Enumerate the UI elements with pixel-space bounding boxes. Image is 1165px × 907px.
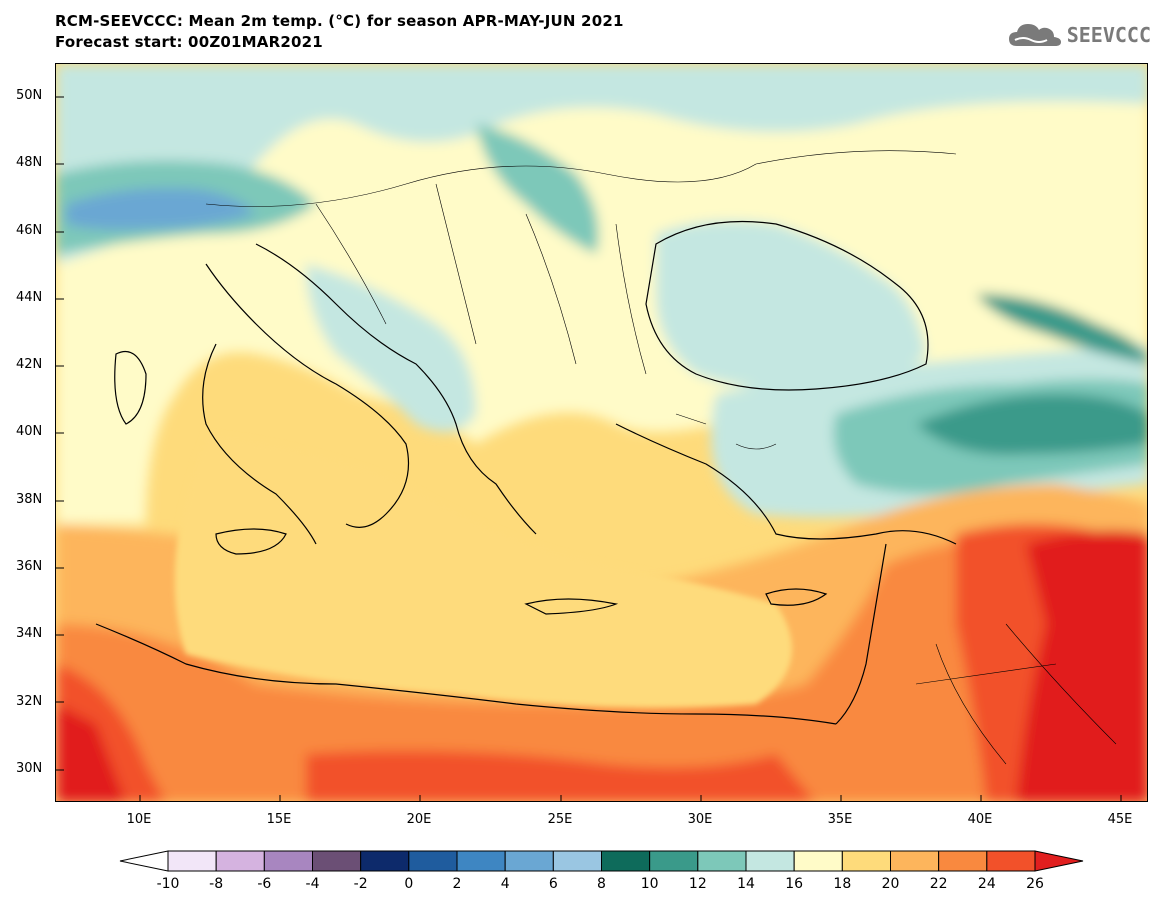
lon-label-20e: 20E [406, 812, 432, 827]
lon-label-30e: 30E [687, 812, 713, 827]
lat-label-30n: 30N [16, 761, 43, 776]
anatolia-deep-teal [916, 394, 1147, 455]
coastlines [95, 220, 957, 725]
colorbar-cell [649, 850, 699, 872]
colorbar-cell [986, 850, 1036, 872]
lon-label-40e: 40E [967, 812, 993, 827]
axis-ticks [56, 96, 1122, 801]
forecast-start-label: Forecast start: 00Z01MAR2021 [55, 33, 323, 51]
colorbar-cell [167, 850, 217, 872]
colorbar-label: -8 [209, 876, 224, 892]
colorbar-cell [938, 850, 988, 872]
colorbar-label: 22 [929, 876, 948, 892]
lon-label-35e: 35E [827, 812, 853, 827]
mesopotamia-deep-red [1016, 530, 1147, 801]
colorbar-cell [263, 850, 314, 872]
libya-red [306, 750, 815, 801]
lon-label-10e: 10E [126, 812, 152, 827]
lat-label-44n: 44N [16, 290, 43, 305]
colorbar-cell [215, 850, 265, 872]
cyprus [765, 588, 828, 606]
colorbar-cell [745, 850, 795, 872]
sicily [215, 528, 287, 555]
colorbar-label: 0 [404, 876, 414, 892]
logo-text: SEEVCCC [1066, 23, 1151, 47]
colorbar-cell [841, 850, 891, 872]
colorbar-label: 4 [500, 876, 510, 892]
colorbar-cell [601, 850, 651, 872]
map-canvas [56, 64, 1147, 801]
cloud-icon [1008, 24, 1061, 46]
colorbar-label: 14 [737, 876, 755, 892]
colorbar-cell [697, 850, 747, 872]
colorbar-under-arrow [119, 850, 169, 872]
borders [205, 150, 1117, 765]
colorbar [119, 850, 1084, 872]
map-title: RCM-SEEVCCC: Mean 2m temp. (°C) for seas… [55, 12, 624, 30]
colorbar-over-arrow [1034, 850, 1084, 872]
colorbar-label: 10 [640, 876, 659, 892]
temperature-map [55, 63, 1148, 802]
colorbar-cell [504, 850, 554, 872]
lat-label-50n: 50N [16, 88, 43, 103]
colorbar-label: 12 [688, 876, 707, 892]
colorbar-label: 16 [785, 876, 804, 892]
lat-label-34n: 34N [16, 626, 43, 641]
colorbar-cell [890, 850, 940, 872]
lat-label-36n: 36N [16, 559, 43, 574]
lat-label-48n: 48N [16, 155, 43, 170]
balkan-cyan [306, 264, 476, 432]
colorbar-label: -10 [156, 876, 180, 892]
colorbar-label: -6 [257, 876, 272, 892]
colorbar-label: 6 [548, 876, 558, 892]
colorbar-label: -2 [353, 876, 368, 892]
colorbar-cell [456, 850, 506, 872]
colorbar-label: 20 [881, 876, 900, 892]
africa-coast [95, 623, 837, 725]
sardinia [114, 350, 147, 425]
colorbar-label: 24 [977, 876, 996, 892]
colorbar-label: 2 [452, 876, 462, 892]
colorbar-cell [793, 850, 843, 872]
colorbar-label: 18 [833, 876, 852, 892]
north-cyan-band [56, 64, 1147, 264]
black-sea [656, 220, 926, 388]
central-med [174, 434, 792, 708]
lat-label-46n: 46N [16, 223, 43, 238]
levant-coast [835, 543, 887, 725]
colorbar-label: 26 [1026, 876, 1044, 892]
sahara-deep-red [56, 704, 126, 801]
colorbar-cell [408, 850, 458, 872]
lon-label-45e: 45E [1107, 812, 1133, 827]
lat-label-40n: 40N [16, 424, 43, 439]
black-sea-coast [645, 220, 929, 391]
colorbar-cell [312, 850, 362, 872]
carpathian-teal [476, 124, 599, 254]
caucasus-teal [976, 294, 1147, 364]
colorbar-cell [360, 850, 410, 872]
lat-label-38n: 38N [16, 492, 43, 507]
balkan-coast [255, 243, 537, 535]
italy-coast [202, 263, 410, 545]
lon-label-15e: 15E [266, 812, 292, 827]
colorbar-label: 8 [597, 876, 606, 892]
colorbar-cell [552, 850, 602, 872]
north-africa-orange [56, 534, 1147, 801]
anatolia-coast [615, 423, 957, 545]
lat-label-42n: 42N [16, 357, 43, 372]
crete [524, 598, 619, 615]
alps-blue [66, 188, 256, 230]
north-cool-zone [56, 64, 1147, 524]
lon-label-25e: 25E [547, 812, 573, 827]
colorbar-label: -4 [305, 876, 320, 892]
seevccc-logo: SEEVCCC [1007, 20, 1151, 50]
lat-label-32n: 32N [16, 694, 43, 709]
